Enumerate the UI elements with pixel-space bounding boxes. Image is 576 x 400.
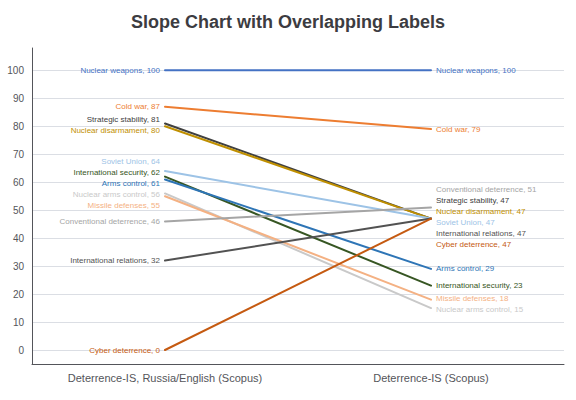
svg-text:Nuclear arms control, 15: Nuclear arms control, 15 <box>436 305 524 314</box>
svg-text:Cold war, 87: Cold war, 87 <box>116 102 161 111</box>
svg-text:30: 30 <box>13 261 25 272</box>
svg-text:Nuclear disarmament, 47: Nuclear disarmament, 47 <box>436 207 526 216</box>
svg-text:Nuclear weapons, 100: Nuclear weapons, 100 <box>436 66 516 75</box>
svg-text:Soviet Union, 47: Soviet Union, 47 <box>436 218 495 227</box>
svg-text:Deterrence-IS, Russia/English: Deterrence-IS, Russia/English (Scopus) <box>68 372 262 384</box>
svg-text:International relations, 32: International relations, 32 <box>70 256 160 265</box>
svg-text:Slope Chart with Overlapping L: Slope Chart with Overlapping Labels <box>131 12 445 32</box>
svg-text:International security, 23: International security, 23 <box>436 281 523 290</box>
svg-text:Soviet Union, 64: Soviet Union, 64 <box>101 157 160 166</box>
svg-text:100: 100 <box>7 65 24 76</box>
svg-text:Missile defenses, 55: Missile defenses, 55 <box>88 201 161 210</box>
svg-text:90: 90 <box>13 93 25 104</box>
svg-text:70: 70 <box>13 149 25 160</box>
svg-text:20: 20 <box>13 289 25 300</box>
svg-text:Conventional deterrence, 51: Conventional deterrence, 51 <box>436 185 537 194</box>
svg-text:Strategic stability, 81: Strategic stability, 81 <box>87 115 161 124</box>
svg-text:Nuclear disarmament, 80: Nuclear disarmament, 80 <box>71 126 161 135</box>
svg-text:Cyber deterrence, 47: Cyber deterrence, 47 <box>436 240 512 249</box>
svg-text:Cyber deterrence, 0: Cyber deterrence, 0 <box>89 346 160 355</box>
svg-text:Strategic stability, 47: Strategic stability, 47 <box>436 196 510 205</box>
svg-text:Nuclear arms control, 56: Nuclear arms control, 56 <box>73 190 161 199</box>
svg-text:40: 40 <box>13 233 25 244</box>
svg-text:Missile defenses, 18: Missile defenses, 18 <box>436 294 509 303</box>
svg-text:10: 10 <box>13 317 25 328</box>
svg-text:0: 0 <box>18 345 24 356</box>
svg-text:Cold war, 79: Cold war, 79 <box>436 125 481 134</box>
svg-text:60: 60 <box>13 177 25 188</box>
svg-text:Arms control, 29: Arms control, 29 <box>436 264 495 273</box>
svg-text:Arms control, 61: Arms control, 61 <box>102 179 161 188</box>
svg-text:80: 80 <box>13 121 25 132</box>
svg-text:International security, 62: International security, 62 <box>73 168 160 177</box>
svg-text:50: 50 <box>13 205 25 216</box>
svg-text:Deterrence-IS (Scopus): Deterrence-IS (Scopus) <box>373 372 489 384</box>
svg-text:International relations, 47: International relations, 47 <box>436 229 526 238</box>
svg-text:Conventional deterrence, 46: Conventional deterrence, 46 <box>59 217 160 226</box>
svg-text:Nuclear weapons, 100: Nuclear weapons, 100 <box>80 66 160 75</box>
